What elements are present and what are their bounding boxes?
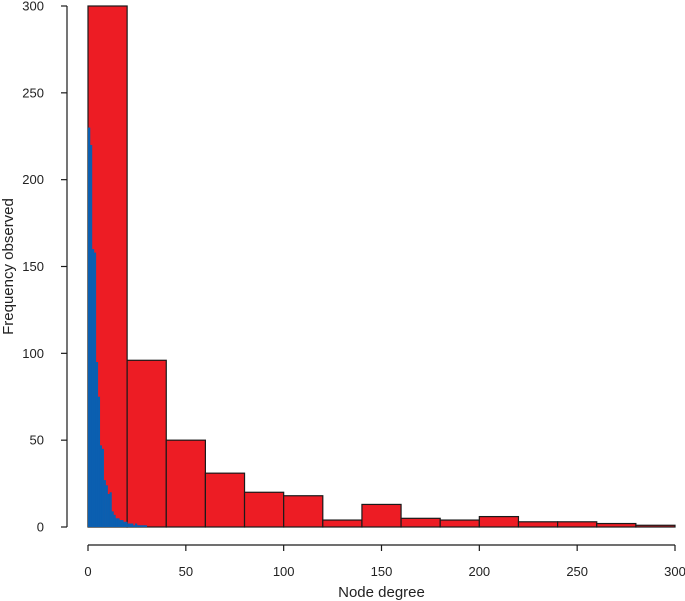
red-bar-7 (361, 503, 402, 528)
y-tick-label-4: 200 (22, 172, 44, 187)
x-tick-label-2: 100 (273, 564, 295, 579)
blue-bar-17 (121, 520, 124, 527)
x-tick-label-0: 0 (84, 564, 91, 579)
y-tick-label-0: 0 (37, 520, 44, 535)
red-bar-6 (322, 519, 363, 528)
blue-bar-0 (88, 127, 91, 528)
blue-bar-28 (142, 525, 146, 527)
blue-bar-12 (111, 511, 114, 527)
y-axis-title: Frequency observed (0, 198, 17, 335)
blue-bar-8 (103, 480, 106, 527)
red-bar-8 (400, 517, 441, 528)
blue-bar-1 (89, 144, 93, 527)
x-tick-label-5: 250 (566, 564, 588, 579)
x-tick-label-1: 50 (179, 564, 193, 579)
y-tick-label-1: 50 (30, 433, 44, 448)
red-bar-14 (635, 524, 676, 528)
blue-bar-6 (99, 445, 102, 527)
blue-bar-16 (119, 520, 122, 527)
blue-bar-27 (140, 525, 144, 527)
blue-bar-18 (123, 521, 126, 527)
blue-bar-10 (107, 494, 110, 527)
y-tick-label-5: 250 (22, 85, 44, 100)
blue-bar-14 (115, 518, 118, 527)
red-histogram-series (87, 5, 676, 528)
blue-bar-4 (95, 362, 99, 527)
blue-bar-11 (109, 492, 112, 527)
red-bar-4 (243, 491, 285, 528)
x-tick-label-3: 150 (371, 564, 393, 579)
blue-bar-23 (133, 525, 136, 527)
red-bar-10 (478, 515, 520, 528)
blue-histogram-series (88, 127, 147, 528)
red-bar-1 (126, 359, 167, 528)
red-bar-3 (204, 472, 246, 528)
blue-bar-3 (93, 252, 97, 527)
x-tick-label-6: 300 (664, 564, 685, 579)
y-tick-label-6: 300 (22, 0, 44, 14)
red-bar-13 (596, 522, 637, 528)
blue-bar-2 (91, 249, 95, 527)
blue-bar-21 (129, 523, 132, 527)
blue-bar-29 (144, 525, 147, 527)
blue-bar-7 (101, 448, 104, 527)
x-tick-label-4: 200 (468, 564, 490, 579)
x-axis-title: Node degree (338, 584, 425, 601)
blue-bar-5 (97, 396, 101, 527)
blue-bar-19 (125, 521, 128, 527)
blue-bar-20 (127, 523, 130, 527)
blue-bar-13 (113, 514, 116, 527)
axes: 0 50 100 150 200 250 300 0 50 100 150 200 250 300 (22, 0, 685, 579)
red-bar-9 (439, 519, 480, 528)
blue-bar-24 (134, 523, 138, 527)
blue-bar-15 (117, 518, 120, 527)
red-bar-12 (556, 521, 598, 528)
red-bar-5 (283, 495, 324, 528)
blue-bar-22 (131, 523, 134, 527)
blue-bar-9 (105, 485, 108, 527)
blue-bar-25 (136, 525, 140, 527)
blue-bar-26 (138, 525, 142, 527)
y-tick-label-2: 100 (22, 346, 44, 361)
y-tick-label-3: 150 (22, 259, 44, 274)
red-bar-11 (517, 521, 559, 528)
red-bar-2 (165, 439, 206, 528)
